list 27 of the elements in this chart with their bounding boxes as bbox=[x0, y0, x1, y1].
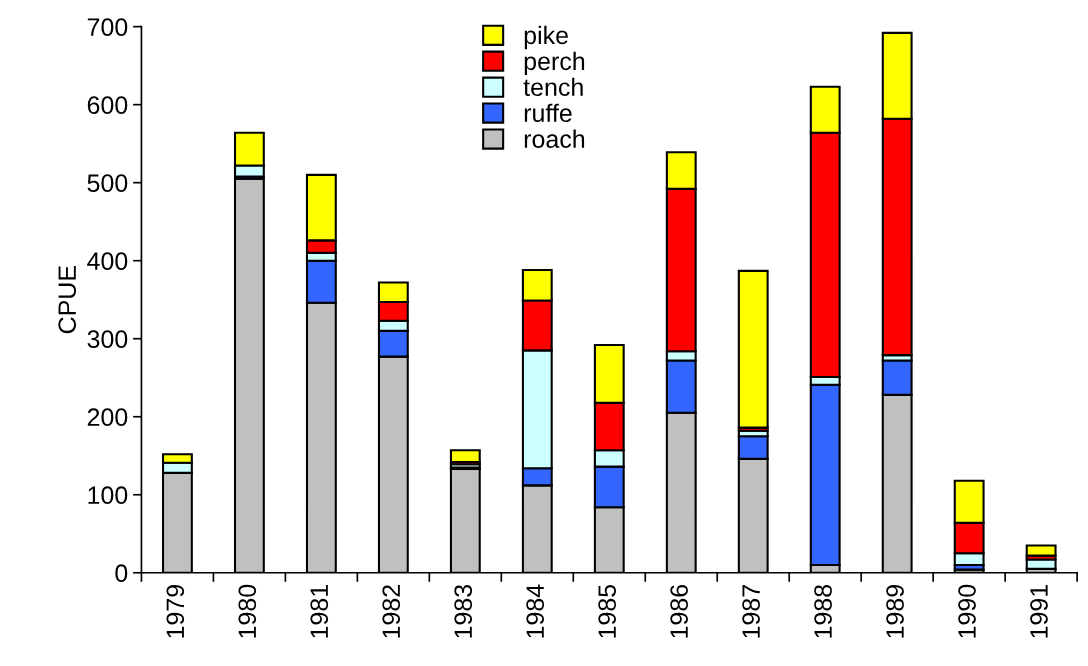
x-tick-label: 1984 bbox=[526, 584, 545, 638]
y-tick-label: 100 bbox=[88, 486, 128, 505]
x-tick-label: 1990 bbox=[958, 584, 976, 638]
x-tick-label: 1989 bbox=[886, 585, 904, 638]
y-tick-label: 600 bbox=[87, 96, 128, 114]
x-tick-label: 1985 bbox=[598, 584, 616, 638]
x-tick-label: 1991 bbox=[1030, 585, 1048, 638]
y-tick-label: 200 bbox=[87, 408, 128, 427]
legend-label: ruffe bbox=[524, 103, 572, 123]
y-tick-label: 0 bbox=[115, 564, 128, 583]
y-tick-label: 400 bbox=[87, 252, 128, 270]
x-tick-label: 1986 bbox=[670, 584, 688, 638]
y-tick-label: 300 bbox=[87, 330, 128, 349]
y-tick-label: 700 bbox=[87, 18, 128, 36]
x-tick-label: 1980 bbox=[238, 584, 257, 638]
x-tick-label: 1988 bbox=[814, 584, 832, 638]
x-tick-label: 1981 bbox=[310, 585, 329, 638]
legend-label: roach bbox=[524, 129, 585, 148]
x-tick-label: 1982 bbox=[382, 585, 401, 638]
y-axis-title: CPUE bbox=[58, 266, 77, 334]
x-tick-label: 1979 bbox=[166, 585, 185, 638]
x-tick-label: 1983 bbox=[454, 584, 473, 638]
legend-label: perch bbox=[524, 51, 585, 76]
y-tick-label: 500 bbox=[87, 174, 128, 192]
legend-label: pike bbox=[524, 25, 568, 50]
x-tick-label: 1987 bbox=[742, 585, 760, 638]
legend-label: tench bbox=[523, 77, 583, 97]
